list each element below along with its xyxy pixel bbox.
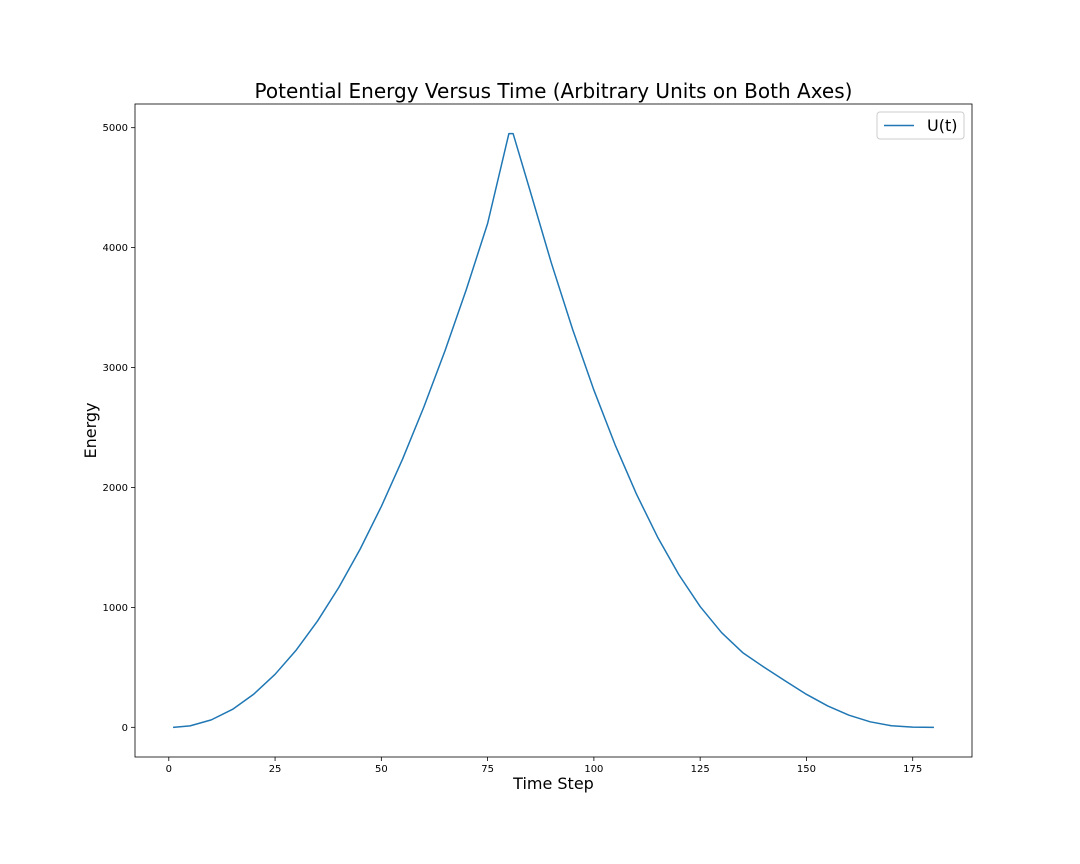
legend-box <box>876 111 965 140</box>
x-tick-label: 125 <box>691 764 710 775</box>
x-axis-ticks: 0 25 50 75 100 125 150 175 <box>166 757 922 775</box>
legend-label-u-t: U(t) <box>927 116 957 135</box>
y-tick-label: 0 <box>122 723 128 734</box>
y-axis-label: Energy <box>81 402 100 458</box>
x-tick-label: 75 <box>481 764 494 775</box>
plot-area <box>135 104 972 757</box>
y-tick-label: 3000 <box>103 363 128 374</box>
x-axis-label: Time Step <box>512 774 594 793</box>
y-tick-label: 4000 <box>103 243 128 254</box>
x-tick-label: 150 <box>797 764 816 775</box>
plot-frame <box>134 103 973 758</box>
x-tick-label: 0 <box>166 764 172 775</box>
legend: U(t) <box>876 111 965 140</box>
chart-title: Potential Energy Versus Time (Arbitrary … <box>255 79 853 103</box>
x-tick-label: 25 <box>269 764 282 775</box>
y-tick-label: 2000 <box>103 483 128 494</box>
y-tick-label: 1000 <box>103 603 128 614</box>
y-axis-ticks: 0 1000 2000 3000 4000 5000 <box>103 123 135 734</box>
x-tick-label: 175 <box>903 764 922 775</box>
x-tick-label: 50 <box>375 764 388 775</box>
series-line-u-t <box>172 132 934 729</box>
y-tick-label: 5000 <box>103 123 128 134</box>
x-tick-label: 100 <box>584 764 603 775</box>
